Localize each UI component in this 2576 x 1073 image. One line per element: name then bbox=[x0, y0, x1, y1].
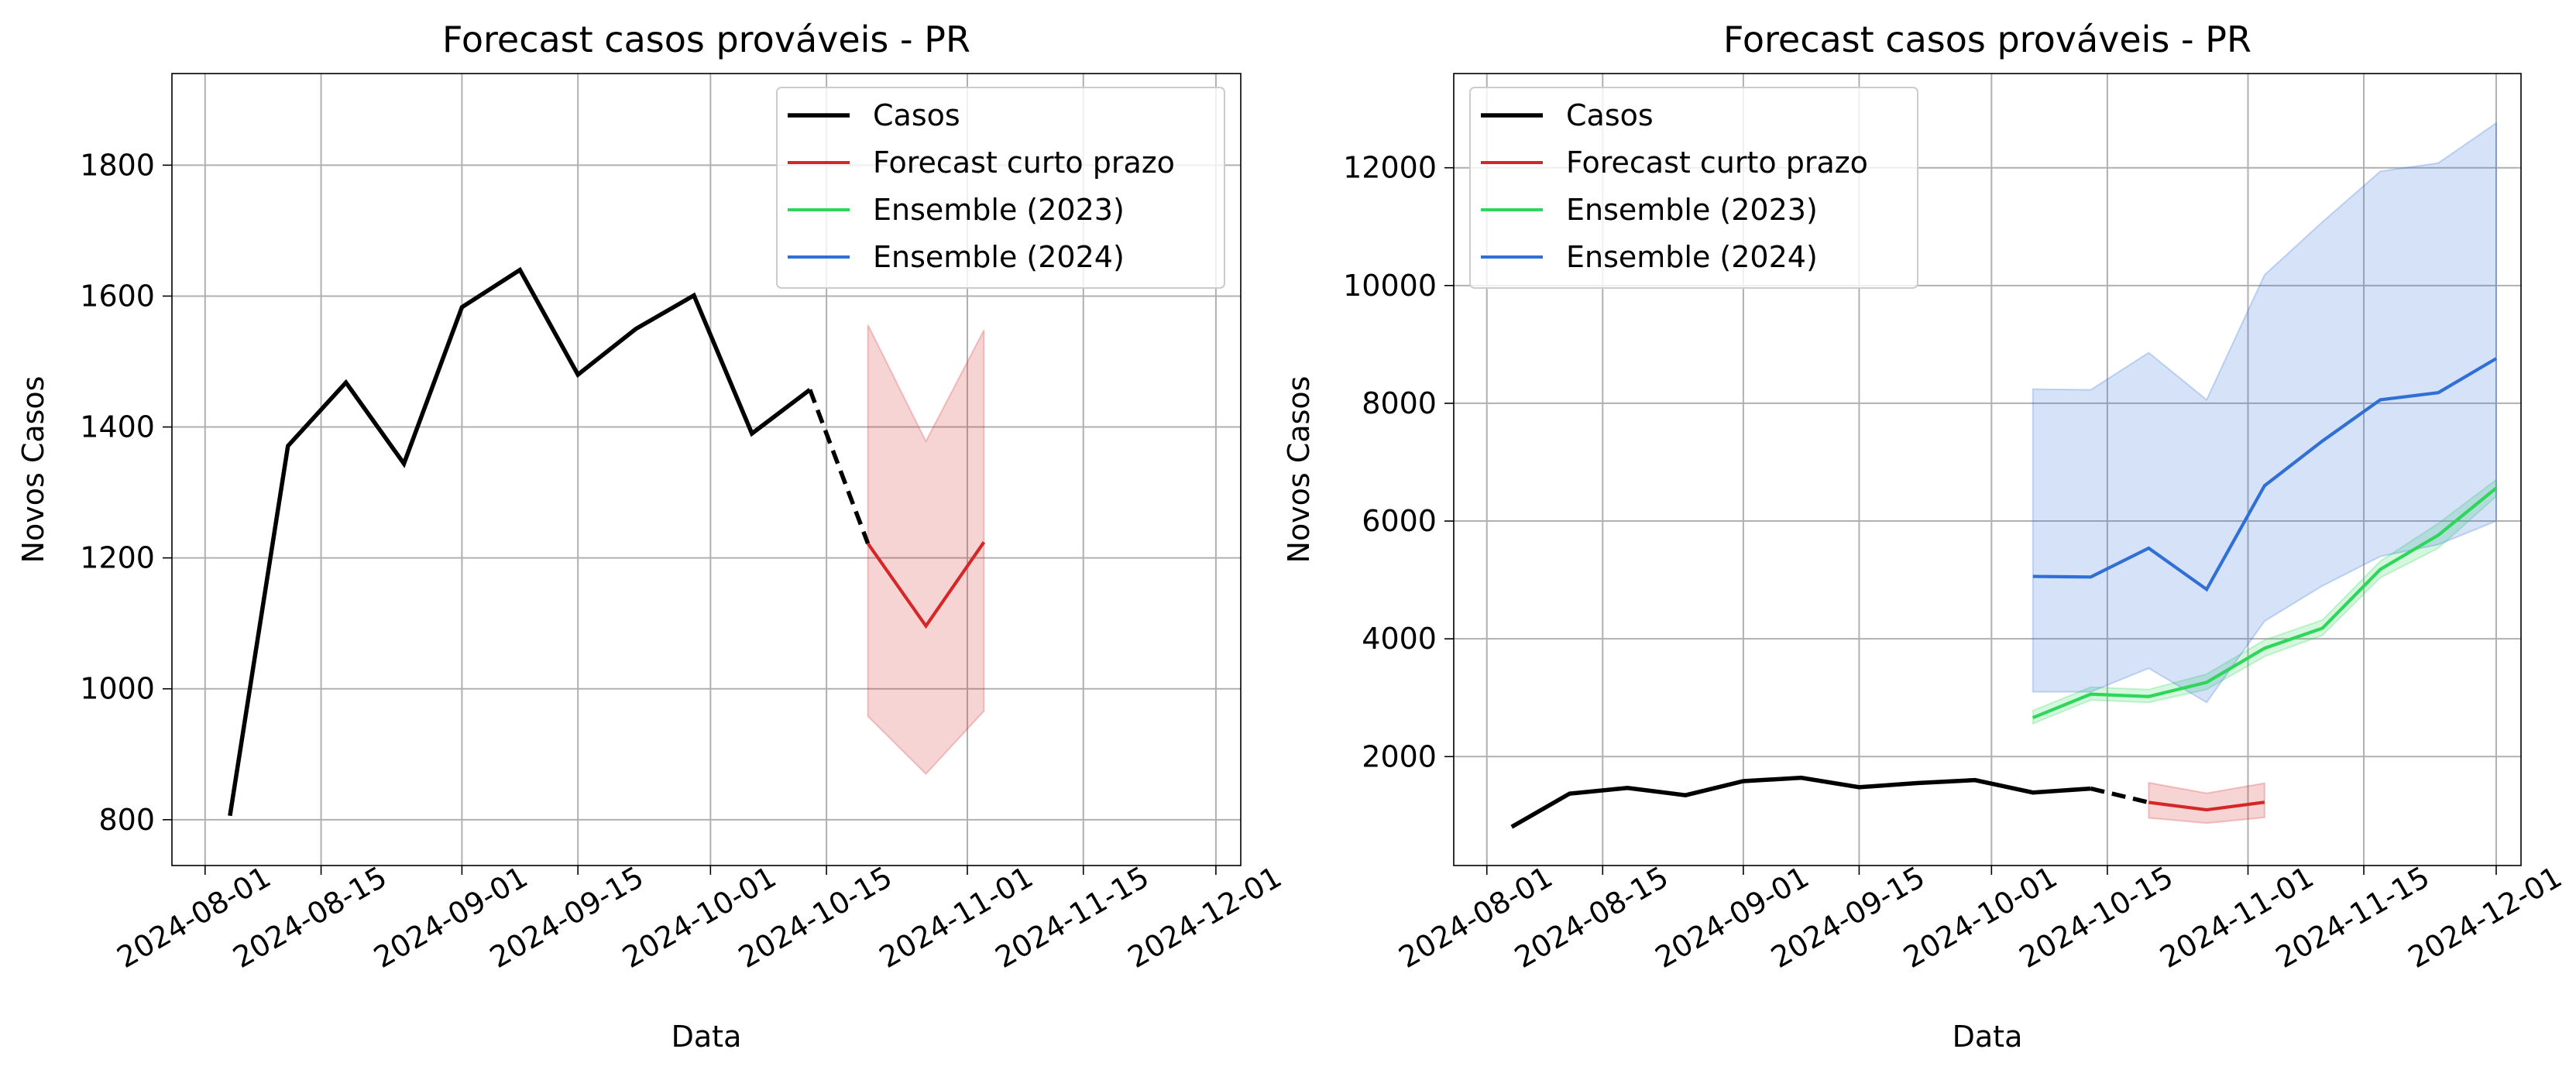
right-connector-line bbox=[2090, 786, 2149, 805]
left-y-tick-label: 1800 bbox=[80, 148, 155, 182]
chart-right-plot-area bbox=[1510, 121, 2498, 829]
chart-left-legend-label-ensemble-2023: Ensemble (2023) bbox=[873, 193, 1125, 227]
chart-left-legend-box bbox=[776, 87, 1225, 289]
left-connector-line bbox=[808, 389, 871, 545]
right-y-tick-label: 4000 bbox=[1362, 622, 1437, 656]
chart-right-frame bbox=[1453, 73, 2522, 866]
chart-right-legend-label-ensemble-2024: Ensemble (2024) bbox=[1566, 240, 1818, 274]
left-y-tick-label: 800 bbox=[98, 803, 155, 837]
chart-left-plot-area bbox=[228, 266, 986, 817]
chart-right-legend: Casos Forecast curto prazo Ensemble (202… bbox=[1469, 87, 1918, 289]
chart-right-grid bbox=[1454, 74, 2521, 866]
left-y-tick-label: 1400 bbox=[80, 410, 155, 444]
chart-left-frame bbox=[171, 73, 1242, 866]
chart-left-x-axis-label: Data bbox=[671, 1020, 742, 1054]
right-y-tick-label: 2000 bbox=[1362, 739, 1437, 773]
right-y-tick-label: 12000 bbox=[1343, 151, 1437, 185]
chart-left-y-axis-label: Novos Casos bbox=[16, 376, 50, 564]
chart-right-x-axis-label: Data bbox=[1953, 1020, 2023, 1054]
left-y-tick-label: 1200 bbox=[80, 541, 155, 575]
chart-left-title: Forecast casos prováveis - PR bbox=[442, 19, 970, 60]
left-forecast-curto-prazo-band bbox=[867, 324, 985, 776]
left-y-tick-label: 1600 bbox=[80, 279, 155, 313]
chart-right-y-axis-label: Novos Casos bbox=[1282, 376, 1316, 564]
chart-right-legend-label-casos: Casos bbox=[1566, 98, 1654, 132]
left-y-tick-label: 1000 bbox=[80, 672, 155, 706]
chart-right-legend-box bbox=[1469, 87, 1918, 289]
chart-right-y-ticks: 2000 4000 6000 8000 10000 12000 bbox=[1343, 151, 1454, 773]
right-y-tick-label: 6000 bbox=[1362, 504, 1437, 538]
chart-left-y-ticks: 800 1000 1200 1400 1600 1800 bbox=[80, 148, 172, 837]
right-ensemble-2024-band bbox=[2032, 121, 2497, 704]
chart-left-legend-label-forecast: Forecast curto prazo bbox=[873, 146, 1175, 180]
right-y-tick-label: 8000 bbox=[1362, 386, 1437, 420]
chart-right-legend-label-forecast: Forecast curto prazo bbox=[1566, 146, 1868, 180]
chart-right-legend-label-ensemble-2023: Ensemble (2023) bbox=[1566, 193, 1818, 227]
chart-left-legend: Casos Forecast curto prazo Ensemble (202… bbox=[776, 87, 1225, 289]
chart-right-title: Forecast casos prováveis - PR bbox=[1723, 19, 2251, 60]
right-y-tick-label: 10000 bbox=[1343, 269, 1437, 303]
chart-left-legend-label-casos: Casos bbox=[873, 98, 960, 132]
chart-left-legend-label-ensemble-2024: Ensemble (2024) bbox=[873, 240, 1125, 274]
right-forecast-curto-prazo-band bbox=[2148, 781, 2265, 824]
